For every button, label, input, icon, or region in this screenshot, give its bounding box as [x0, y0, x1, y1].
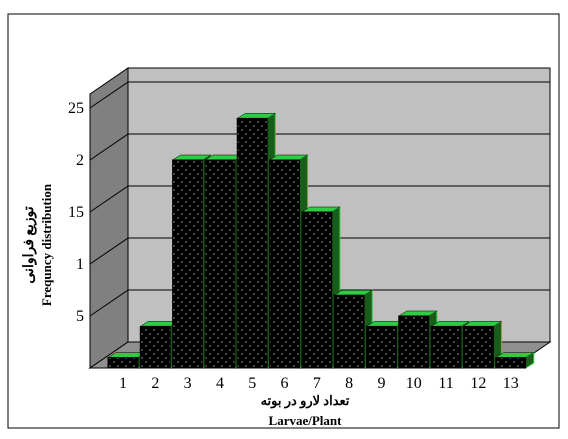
gridline-side [89, 133, 129, 161]
y-axis-label-persian: توزیع فراوانی [22, 206, 37, 283]
y-tick-label: 25 [68, 100, 84, 117]
x-tick-label: 4 [216, 375, 224, 392]
bar-front [462, 325, 494, 369]
x-tick-label: 7 [313, 375, 321, 392]
gridline-side [89, 81, 129, 109]
bar [462, 320, 503, 369]
bar-front [139, 325, 171, 369]
x-tick-label: 1 [119, 375, 127, 392]
x-tick-label: 5 [248, 375, 256, 392]
y-tick-label: 2 [76, 152, 84, 169]
bar-front [398, 315, 430, 369]
bar-front [172, 159, 204, 369]
bar-front [301, 211, 333, 369]
gridline-side [89, 185, 129, 213]
x-tick-label: 12 [470, 375, 486, 392]
x-tick-label: 13 [503, 375, 519, 392]
y-tick-label: 1 [76, 256, 84, 273]
x-tick-label: 8 [345, 375, 353, 392]
side-wall [89, 67, 129, 369]
x-axis-label-persian: تعداد لارو در بوته [261, 393, 350, 409]
x-tick-labels: 1 2 3 4 5 6 7 8 9 10 11 12 13 [119, 375, 519, 392]
bar-front [269, 159, 301, 369]
gridline-side [89, 237, 129, 265]
x-tick-label: 11 [438, 375, 453, 392]
y-axis-label-english: Frequncy distribution [39, 183, 54, 306]
y-tick-label: 5 [76, 308, 84, 325]
bar-front [107, 357, 139, 369]
x-tick-label: 9 [377, 375, 385, 392]
bar-front [236, 117, 268, 369]
x-tick-label: 2 [151, 375, 159, 392]
bar [494, 351, 535, 369]
bar-front [430, 325, 462, 369]
bar-front [495, 357, 527, 369]
x-tick-label: 3 [184, 375, 192, 392]
gridline-side [89, 289, 129, 317]
x-axis-label-english: Larvae/Plant [269, 413, 343, 428]
y-tick-labels: 5 1 15 2 25 [68, 100, 84, 325]
x-tick-label: 6 [281, 375, 289, 392]
bars-group [107, 112, 535, 369]
bar-front [365, 325, 398, 369]
bar-front [333, 294, 365, 369]
y-tick-label: 15 [68, 204, 84, 221]
x-tick-label: 10 [406, 375, 422, 392]
bar-front [204, 159, 236, 369]
